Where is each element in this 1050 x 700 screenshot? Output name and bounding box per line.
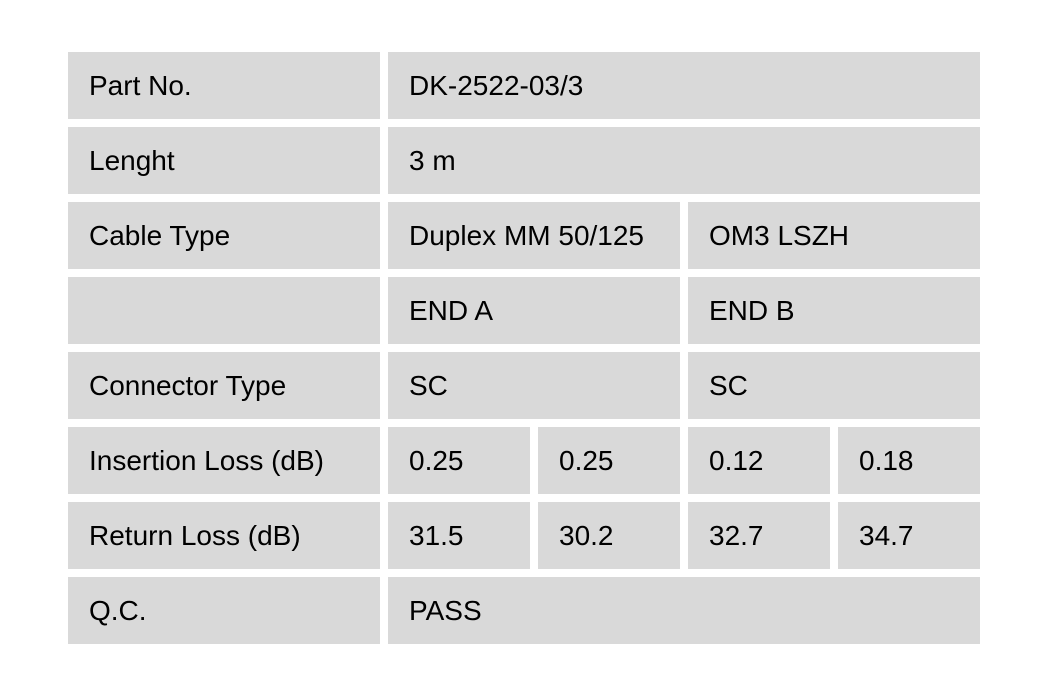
part-no-value-cell: DK-2522-03/3 [388,52,980,119]
connector-type-end-a-cell: SC [388,352,680,419]
cable-type-label-cell: Cable Type [68,202,380,269]
connector-type-label-cell: Connector Type [68,352,380,419]
end-b-header-cell: END B [688,277,980,344]
ends-header-empty-cell [68,277,380,344]
insertion-loss-end-a-fiber1-cell: 0.25 [388,427,530,494]
return-loss-end-a-fiber2-cell: 30.2 [538,502,680,569]
cable-type-end-b-cell: OM3 LSZH [688,202,980,269]
return-loss-end-b-fiber1-cell: 32.7 [688,502,830,569]
qc-label-cell: Q.C. [68,577,380,644]
insertion-loss-label-cell: Insertion Loss (dB) [68,427,380,494]
insertion-loss-end-b-fiber1-cell: 0.12 [688,427,830,494]
insertion-loss-end-b-fiber2-cell: 0.18 [838,427,980,494]
length-label-cell: Lenght [68,127,380,194]
part-no-label-cell: Part No. [68,52,380,119]
length-value-cell: 3 m [388,127,980,194]
qc-datasheet-table: Part No. DK-2522-03/3 Lenght 3 m Cable T… [68,52,980,644]
return-loss-end-a-fiber1-cell: 31.5 [388,502,530,569]
insertion-loss-end-a-fiber2-cell: 0.25 [538,427,680,494]
qc-result-cell: PASS [388,577,980,644]
return-loss-end-b-fiber2-cell: 34.7 [838,502,980,569]
return-loss-label-cell: Return Loss (dB) [68,502,380,569]
end-a-header-cell: END A [388,277,680,344]
cable-type-end-a-cell: Duplex MM 50/125 [388,202,680,269]
connector-type-end-b-cell: SC [688,352,980,419]
